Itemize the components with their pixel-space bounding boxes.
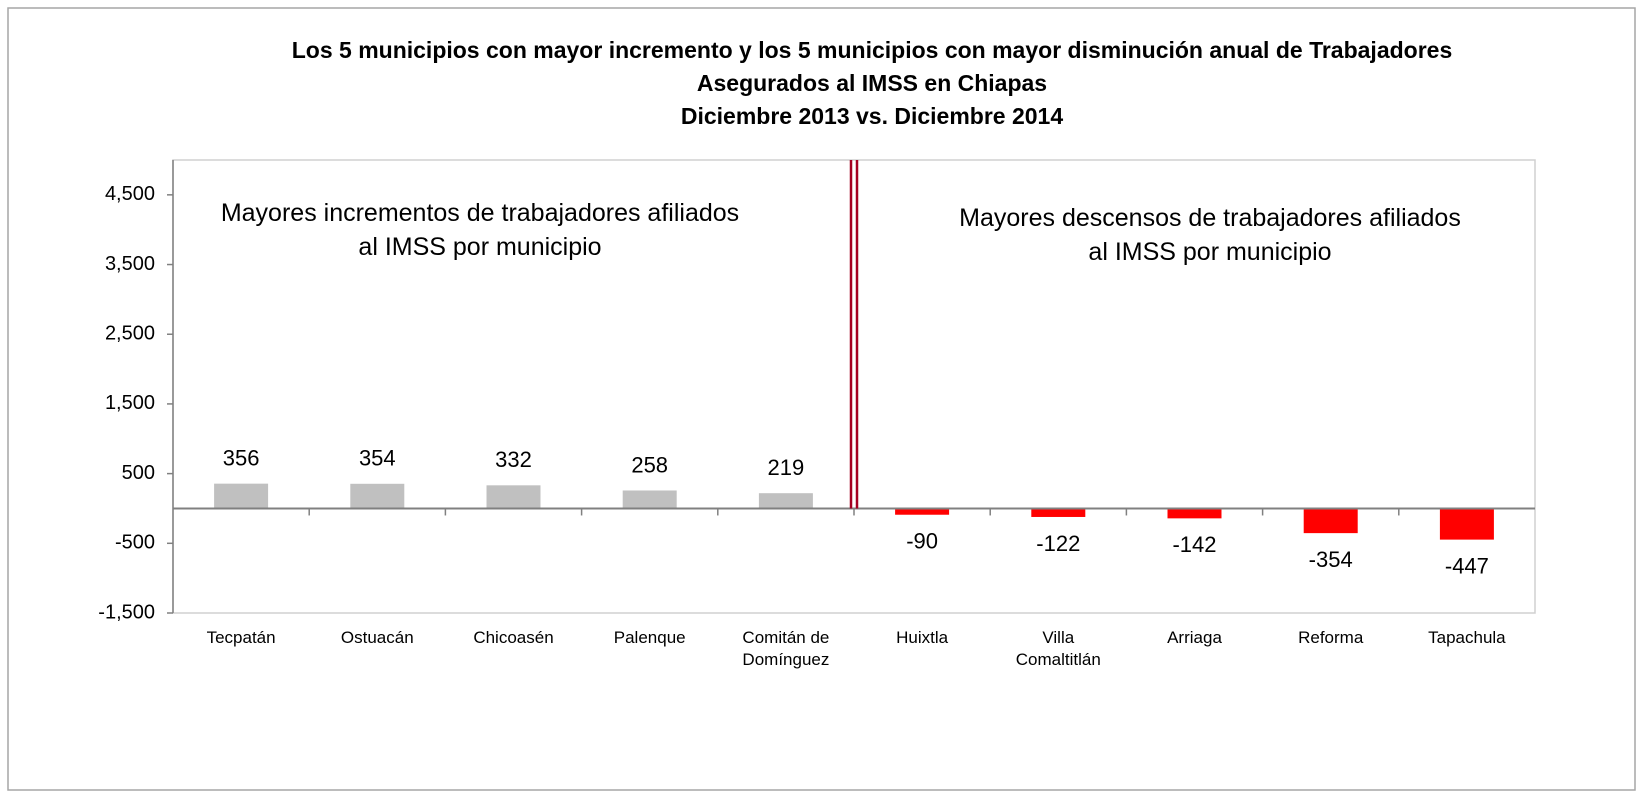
annotation: Mayores descensos de trabajadores afilia… (959, 204, 1461, 266)
y-tick-label: -1,500 (98, 601, 155, 623)
bar (1031, 508, 1086, 517)
data-label: 354 (359, 446, 396, 471)
y-tick-label: 4,500 (105, 183, 155, 205)
annotation: Mayores incrementos de trabajadores afil… (220, 199, 740, 261)
chart-title: Los 5 municipios con mayor incremento y … (291, 37, 1453, 96)
data-label: 258 (631, 452, 668, 477)
data-label: -90 (906, 529, 938, 554)
x-tick-label: Huixtla (896, 628, 949, 647)
bar (214, 483, 269, 509)
x-tick-label: Comitán de Domínguez (742, 628, 830, 669)
bar (1439, 508, 1494, 540)
x-tick-label: Reforma (1298, 628, 1364, 647)
chart-subtitle: Diciembre 2013 vs. Diciembre 2014 (680, 103, 1064, 129)
frame (7, 7, 1636, 791)
x-tick-label: Villa Comaltitlán (1015, 628, 1101, 669)
y-tick-label: 2,500 (105, 323, 155, 345)
data-label: -142 (1172, 532, 1216, 557)
data-label: 356 (223, 445, 260, 470)
bar (350, 483, 405, 509)
y-tick-label: 3,500 (105, 253, 155, 275)
x-tick-label: Tecpatán (206, 628, 276, 647)
y-tick-label: 1,500 (105, 392, 155, 414)
bar (1303, 508, 1358, 534)
data-label: 219 (768, 455, 805, 480)
data-label: -447 (1445, 553, 1489, 578)
data-label: -354 (1309, 547, 1353, 572)
data-label: 332 (495, 447, 532, 472)
y-tick-label: -500 (115, 532, 155, 554)
data-label: -122 (1036, 531, 1080, 556)
y-tick-label: 500 (122, 462, 155, 484)
x-tick-label: Arriaga (1167, 628, 1222, 647)
x-tick-label: Tapachula (1428, 628, 1506, 647)
x-tick-label: Palenque (613, 628, 686, 647)
bar (895, 508, 950, 515)
x-tick-label: Ostuacán (340, 628, 414, 647)
bar (486, 485, 541, 509)
bar (1167, 508, 1222, 519)
bar (622, 490, 677, 509)
x-tick-label: Chicoasén (473, 628, 554, 647)
bar (758, 493, 813, 509)
